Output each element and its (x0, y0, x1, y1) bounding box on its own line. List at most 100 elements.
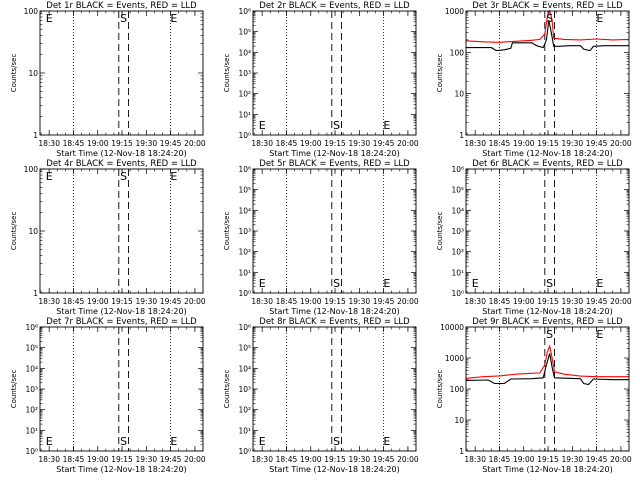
y-tick-label: 1 (33, 289, 38, 298)
plot-frame (252, 326, 417, 452)
y-tick-label: 10⁶ (451, 165, 464, 174)
x-tick-label: 19:15 (324, 139, 346, 148)
plot-panel-det-9r: Det 9r BLACK = Events, RED = LLD Counts/s… (436, 317, 632, 474)
plot-panel-det-2r: Det 2r BLACK = Events, RED = LLD Counts/s… (223, 1, 419, 158)
plot-frame (465, 10, 630, 136)
x-tick-label: 18:45 (63, 139, 85, 148)
start-marker: S (333, 277, 340, 290)
x-tick-label: 18:30 (464, 297, 486, 306)
x-tick-label: 19:45 (160, 297, 182, 306)
y-tick-label: 10² (238, 406, 251, 415)
y-tick-label: 1000 (445, 7, 464, 16)
x-axis-label: Start Time (12-Nov-18 18:24:20) (269, 307, 399, 316)
y-tick-label: 10⁴ (25, 364, 38, 373)
y-tick-label: 10 (28, 69, 38, 78)
plot-panel-det-4r: Det 4r BLACK = Events, RED = LLD Counts/s… (10, 159, 206, 316)
lld-rate-line (465, 9, 630, 43)
y-tick-label: 10² (238, 248, 251, 257)
y-tick-label: 10⁰ (25, 447, 38, 456)
end-marker: E (259, 435, 266, 448)
lld-rate-line (465, 344, 629, 379)
y-tick-label: 10⁴ (238, 206, 251, 215)
x-tick-label: 20:00 (184, 455, 206, 464)
y-tick-label: 10⁰ (238, 131, 251, 140)
x-tick-label: 19:30 (562, 297, 584, 306)
x-tick-label: 19:45 (373, 455, 395, 464)
x-tick-label: 19:15 (111, 297, 133, 306)
y-tick-label: 10⁶ (238, 323, 251, 332)
y-tick-label: 1 (33, 131, 38, 140)
x-tick-label: 19:15 (324, 455, 346, 464)
y-axis-label: Counts/sec (436, 212, 444, 251)
x-tick-label: 19:15 (111, 139, 133, 148)
start-marker: S (333, 119, 340, 132)
x-tick-label: 18:30 (38, 297, 60, 306)
plot-frame (252, 168, 417, 294)
x-axis-label: Start Time (12-Nov-18 18:24:20) (269, 149, 399, 158)
x-tick-label: 18:45 (276, 297, 298, 306)
y-tick-label: 10⁵ (25, 344, 38, 353)
x-axis-label: Start Time (12-Nov-18 18:24:20) (482, 465, 612, 474)
y-tick-label: 1 (459, 447, 464, 456)
y-tick-label: 10⁴ (451, 206, 464, 215)
y-tick-label: 10³ (238, 227, 251, 236)
end-marker: E (472, 277, 479, 290)
x-axis-label: Start Time (12-Nov-18 18:24:20) (56, 149, 186, 158)
y-tick-label: 100 (450, 48, 465, 57)
x-tick-label: 19:00 (300, 455, 322, 464)
events-rate-line (465, 353, 629, 386)
end-marker: E (259, 119, 266, 132)
plot-panel-det-6r: Det 6r BLACK = Events, RED = LLD Counts/s… (436, 159, 632, 316)
x-tick-label: 19:45 (586, 297, 608, 306)
y-axis-label: Counts/sec (223, 212, 231, 251)
x-tick-label: 19:15 (324, 297, 346, 306)
end-marker: E (170, 170, 177, 183)
x-tick-label: 20:00 (397, 139, 419, 148)
start-marker: S (546, 277, 553, 290)
end-marker: E (383, 119, 390, 132)
y-tick-label: 10⁵ (451, 186, 464, 195)
x-tick-label: 19:30 (349, 297, 371, 306)
y-tick-label: 10³ (451, 227, 464, 236)
x-tick-label: 20:00 (184, 139, 206, 148)
x-tick-label: 19:30 (136, 455, 158, 464)
end-marker: E (596, 328, 603, 341)
x-tick-label: 18:45 (489, 139, 511, 148)
x-tick-label: 18:45 (63, 297, 85, 306)
end-marker: E (170, 435, 177, 448)
start-marker: S (546, 328, 553, 341)
plot-panel-det-7r: Det 7r BLACK = Events, RED = LLD Counts/s… (10, 317, 206, 474)
y-axis-label: Counts/sec (223, 54, 231, 93)
plot-frame (39, 168, 204, 294)
y-tick-label: 10¹ (238, 268, 251, 277)
end-marker: E (170, 12, 177, 25)
x-tick-label: 19:30 (136, 139, 158, 148)
x-tick-label: 19:30 (349, 455, 371, 464)
plot-title: Det 7r BLACK = Events, RED = LLD (46, 317, 197, 327)
x-tick-label: 18:45 (63, 455, 85, 464)
plot-frame (465, 326, 630, 452)
y-tick-label: 10000 (440, 323, 464, 332)
y-axis-label: Counts/sec (436, 54, 444, 93)
x-tick-label: 20:00 (610, 455, 632, 464)
x-tick-label: 19:00 (300, 297, 322, 306)
y-tick-label: 10⁴ (238, 48, 251, 57)
end-marker: E (596, 277, 603, 290)
y-tick-label: 10⁵ (238, 186, 251, 195)
start-marker: S (546, 12, 553, 25)
start-marker: S (120, 170, 127, 183)
plot-title: Det 4r BLACK = Events, RED = LLD (46, 159, 197, 169)
events-rate-line (465, 20, 629, 52)
plot-title: Det 2r BLACK = Events, RED = LLD (259, 1, 410, 11)
x-tick-label: 19:00 (513, 297, 535, 306)
y-tick-label: 10¹ (238, 426, 251, 435)
x-tick-label: 19:45 (586, 139, 608, 148)
x-tick-label: 19:45 (373, 297, 395, 306)
x-axis-label: Start Time (12-Nov-18 18:24:20) (56, 465, 186, 474)
y-axis-label: Counts/sec (223, 370, 231, 409)
x-tick-label: 19:45 (160, 139, 182, 148)
y-tick-label: 10 (454, 416, 464, 425)
x-tick-label: 19:30 (562, 455, 584, 464)
y-tick-label: 10³ (25, 385, 38, 394)
x-axis-label: Start Time (12-Nov-18 18:24:20) (482, 307, 612, 316)
